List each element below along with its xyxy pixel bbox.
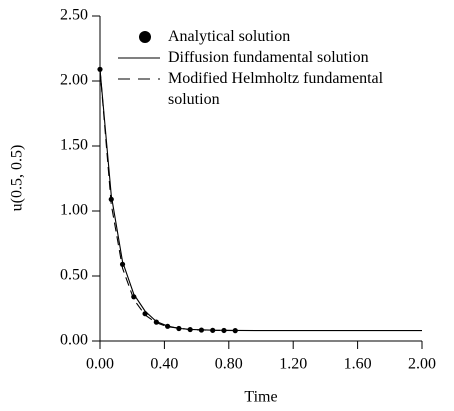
x-tick-label: 2.00: [408, 356, 436, 373]
x-axis-label: Time: [244, 389, 277, 406]
x-tick-label: 0.80: [215, 356, 243, 373]
y-axis-label: u(0.5, 0.5): [9, 145, 26, 212]
line: [99, 69, 236, 332]
legend-key: [118, 78, 160, 80]
legend-item: Modified Helmholtz fundamental solution: [112, 68, 412, 110]
x-tick-label: 1.60: [344, 356, 372, 373]
y-tick-label: 2.50: [60, 7, 88, 24]
y-tick-label: 0.50: [60, 267, 88, 284]
legend-key: [118, 57, 160, 59]
y-tick-label: 2.00: [60, 72, 88, 89]
legend-label: Modified Helmholtz fundamental solution: [168, 70, 384, 108]
x-tick-label: 1.20: [279, 356, 307, 373]
legend-item: Diffusion fundamental solution: [112, 47, 412, 68]
x-tick-label: 0.40: [150, 356, 178, 373]
y-tick-label: 1.50: [60, 137, 88, 154]
legend-key: [139, 31, 151, 43]
legend: Analytical solution Diffusion fundamental…: [112, 26, 412, 110]
legend-marker: [139, 31, 151, 43]
legend-label: Diffusion fundamental solution: [168, 49, 369, 66]
x-tick-label: 0.00: [86, 356, 114, 373]
legend-label: Analytical solution: [168, 28, 291, 45]
legend-item: Analytical solution: [112, 26, 412, 47]
y-tick-label: 1.00: [60, 202, 88, 219]
y-tick-label: 0.00: [60, 332, 88, 349]
